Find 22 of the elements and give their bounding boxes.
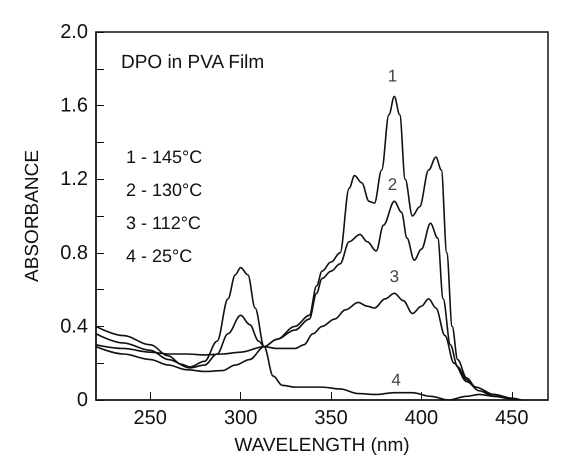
y-tick-label: 0.4 xyxy=(60,315,88,338)
annotation: 4 - 25°C xyxy=(126,246,192,266)
annotation: 4 xyxy=(391,370,401,390)
x-axis-title: WAVELENGTH (nm) xyxy=(234,435,410,456)
x-tick-label: 300 xyxy=(224,407,258,429)
y-tick-label: 0 xyxy=(76,389,88,411)
annotation: 1 - 145°C xyxy=(126,147,202,167)
x-tick-label: 450 xyxy=(495,407,529,429)
x-tick-label: 350 xyxy=(314,407,348,429)
annotation: 3 xyxy=(390,267,400,286)
y-tick-label: 1.6 xyxy=(60,94,88,117)
y-tick-label: 2.0 xyxy=(60,21,88,43)
y-axis-title: ABSORBANCE xyxy=(22,150,43,282)
y-tick-label: 1.2 xyxy=(60,168,88,190)
y-tick-label: 0.8 xyxy=(60,242,88,264)
annotation: 2 xyxy=(388,175,398,194)
annotation: 3 - 112°C xyxy=(126,213,201,233)
annotation: 2 - 130°C xyxy=(126,180,202,200)
x-tick-label: 400 xyxy=(404,407,438,429)
annotation: 1 xyxy=(388,66,398,86)
text: DPO in PVA Film xyxy=(121,52,264,73)
x-tick-label: 250 xyxy=(134,407,167,429)
